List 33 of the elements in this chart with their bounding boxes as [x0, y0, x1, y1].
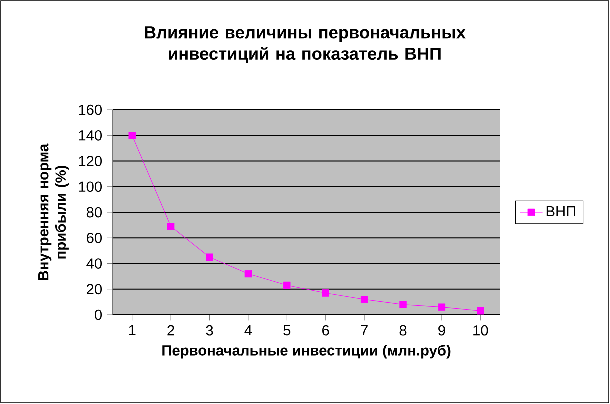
x-tick-label: 5 — [284, 325, 291, 336]
x-tick-label: 6 — [322, 325, 330, 336]
point — [284, 282, 291, 290]
legend-label: ВНП — [546, 206, 576, 217]
x-tick-label: 2 — [168, 325, 174, 336]
x-tick-label: 10 — [474, 325, 488, 336]
y-tick-label: 0 — [95, 310, 102, 320]
point — [128, 132, 136, 140]
y-axis-title: Внутренняя норма прибыли (%) — [38, 144, 69, 280]
x-axis-title: Первоначальные инвестиции (млн.руб) — [162, 344, 451, 359]
x-tick-label: 8 — [400, 325, 407, 336]
y-tick-label: 80 — [86, 207, 102, 218]
x-tick-label: 4 — [244, 325, 252, 336]
point — [206, 254, 214, 261]
x-tick-label: 7 — [361, 325, 368, 336]
point — [360, 296, 368, 304]
point — [167, 222, 175, 230]
point — [477, 308, 484, 315]
y-tick-label: 40 — [86, 258, 102, 269]
y-tick-label: 140 — [79, 130, 102, 141]
x-tick-label: 9 — [438, 325, 446, 336]
x-tick-label: 3 — [206, 325, 214, 336]
point — [322, 290, 330, 297]
y-tick-label: 100 — [79, 182, 102, 192]
y-tick-label: 120 — [79, 156, 102, 166]
y-tick-label: 160 — [79, 104, 102, 116]
y-tick-label: 20 — [87, 284, 102, 295]
x-tick-label: 1 — [129, 325, 136, 336]
point — [244, 270, 252, 278]
y-tick-label: 60 — [87, 232, 102, 244]
chart-title: Влияние величины первоначальных инвестиций на показатель ВНП — [145, 26, 466, 64]
point — [400, 301, 407, 308]
point — [438, 304, 446, 311]
